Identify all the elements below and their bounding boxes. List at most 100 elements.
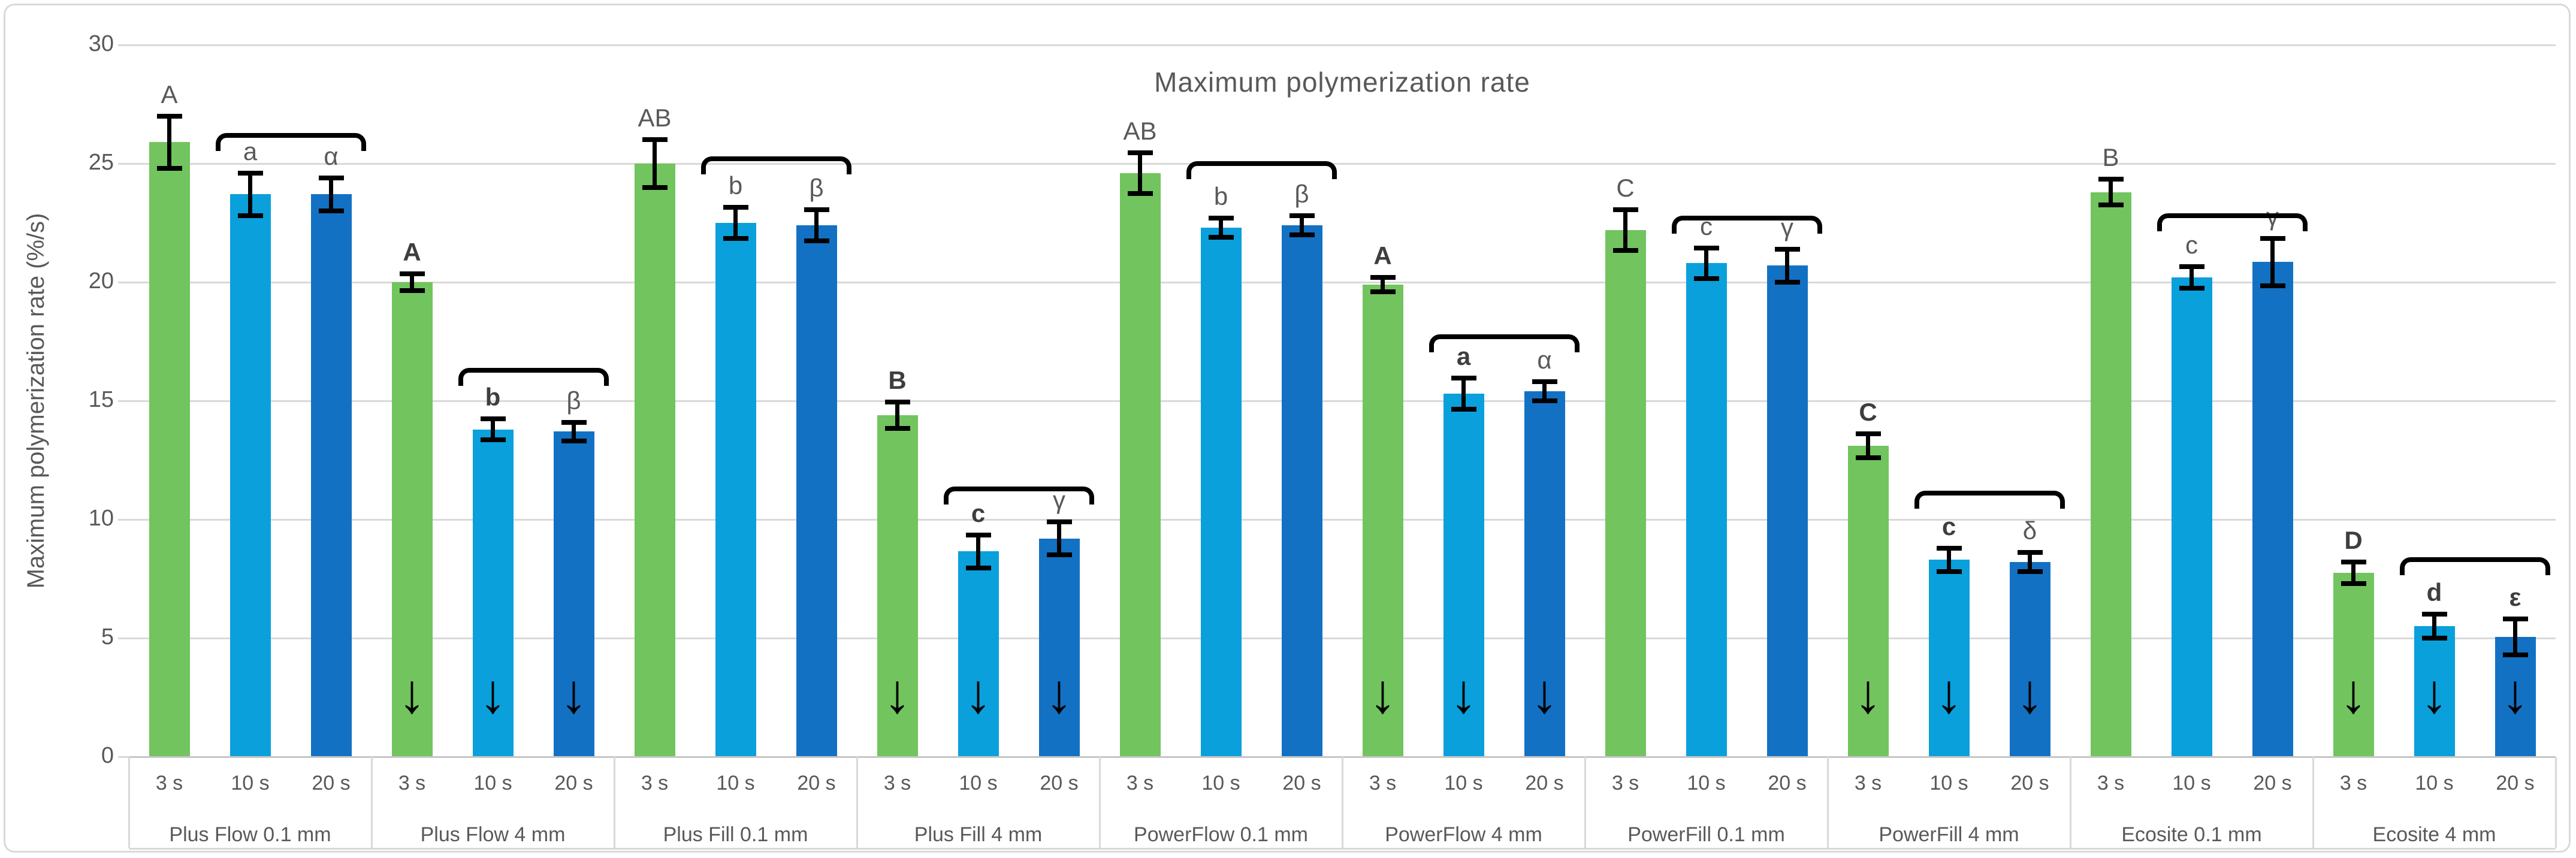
bar bbox=[1362, 284, 1403, 757]
category-divider bbox=[370, 757, 373, 848]
error-bar-cap bbox=[1936, 569, 1962, 575]
error-bar-cap bbox=[965, 532, 991, 537]
error-bar bbox=[2109, 179, 2113, 206]
error-bar-cap bbox=[2502, 652, 2528, 657]
gridline bbox=[129, 400, 2556, 402]
bar bbox=[1928, 560, 1970, 757]
group-label: Plus Fill 0.1 mm bbox=[663, 823, 808, 846]
x-tick-label: 3 s bbox=[1369, 772, 1397, 794]
error-bar bbox=[1300, 216, 1304, 235]
x-tick-label: 20 s bbox=[2496, 772, 2535, 794]
x-tick-label: 3 s bbox=[2097, 772, 2125, 794]
error-bar-cap bbox=[1451, 406, 1476, 412]
error-bar bbox=[1704, 247, 1708, 279]
significance-letter: D bbox=[2344, 526, 2363, 555]
category-divider bbox=[1098, 757, 1101, 848]
error-bar bbox=[2190, 267, 2194, 288]
category-divider bbox=[2069, 757, 2071, 848]
significance-letter: c bbox=[1941, 512, 1956, 540]
significance-letter: A bbox=[403, 238, 421, 267]
down-arrow-icon: ↓ bbox=[2339, 663, 2367, 725]
error-bar-cap bbox=[1693, 276, 1719, 282]
error-bar bbox=[1219, 218, 1223, 237]
x-tick-label: 10 s bbox=[231, 772, 270, 794]
group-label: Plus Flow 0.1 mm bbox=[169, 823, 331, 846]
gridline bbox=[129, 518, 2556, 521]
down-arrow-icon: ↓ bbox=[2501, 663, 2529, 725]
gridline bbox=[129, 162, 2556, 165]
x-tick-label: 10 s bbox=[1929, 772, 1968, 794]
error-bar-cap bbox=[1208, 216, 1234, 221]
significance-letter: A bbox=[161, 80, 178, 108]
x-tick-label: 10 s bbox=[1687, 772, 1726, 794]
error-bar-cap bbox=[884, 399, 910, 404]
error-bar-cap bbox=[1936, 545, 1962, 551]
error-bar-cap bbox=[2260, 283, 2285, 288]
x-tick-label: 20 s bbox=[1282, 772, 1321, 794]
significance-letter: AB bbox=[638, 104, 672, 132]
error-bar-cap bbox=[2098, 203, 2124, 208]
error-bar bbox=[248, 173, 252, 216]
error-bar-cap bbox=[1046, 519, 1072, 524]
error-bar-cap bbox=[1612, 247, 1638, 253]
x-tick-label: 10 s bbox=[1444, 772, 1483, 794]
x-tick-label: 3 s bbox=[641, 772, 669, 794]
error-bar bbox=[329, 177, 333, 212]
x-tick-label: 3 s bbox=[155, 772, 183, 794]
error-bar-cap bbox=[2260, 235, 2285, 241]
error-bar-cap bbox=[2179, 285, 2204, 291]
error-bar-cap bbox=[884, 425, 910, 431]
error-bar bbox=[1623, 210, 1627, 250]
error-bar-cap bbox=[1208, 234, 1234, 240]
y-tick-mark bbox=[118, 518, 129, 521]
bar bbox=[2252, 262, 2293, 757]
error-bar-cap bbox=[1127, 191, 1153, 196]
y-tick-label: 25 bbox=[88, 150, 114, 175]
down-arrow-icon: ↓ bbox=[1935, 663, 1963, 725]
significance-letter: C bbox=[1859, 398, 1877, 427]
error-bar bbox=[410, 274, 414, 291]
significance-letter: a bbox=[1456, 342, 1471, 371]
significance-bracket bbox=[1186, 161, 1337, 180]
error-bar-cap bbox=[2502, 617, 2528, 622]
significance-letter: γ bbox=[1053, 485, 1065, 514]
group-label: PowerFlow 4 mm bbox=[1385, 823, 1542, 846]
y-tick-mark bbox=[118, 637, 129, 639]
significance-letter: c bbox=[971, 499, 986, 527]
down-arrow-icon: ↓ bbox=[560, 663, 588, 725]
error-bar-cap bbox=[480, 416, 506, 421]
error-bar-cap bbox=[156, 165, 182, 171]
significance-letter: c bbox=[2185, 231, 2198, 259]
error-bar-cap bbox=[1855, 431, 1881, 437]
error-bar-cap bbox=[723, 205, 748, 210]
error-bar bbox=[2270, 238, 2275, 286]
error-bar-cap bbox=[318, 209, 344, 214]
error-bar-cap bbox=[2341, 560, 2366, 565]
error-bar-cap bbox=[1289, 232, 1315, 237]
gridline bbox=[129, 281, 2556, 283]
error-bar-cap bbox=[399, 288, 425, 293]
bar bbox=[1524, 391, 1565, 757]
error-bar bbox=[1866, 434, 1870, 458]
significance-letter: B bbox=[2102, 143, 2119, 171]
y-tick-label: 20 bbox=[88, 268, 114, 294]
bar bbox=[715, 223, 756, 757]
error-bar-cap bbox=[2098, 176, 2124, 182]
bar bbox=[391, 282, 433, 757]
group-label: Plus Flow 4 mm bbox=[420, 823, 566, 846]
error-bar-cap bbox=[1532, 379, 1557, 385]
error-bar-cap bbox=[2421, 612, 2447, 617]
error-bar-cap bbox=[237, 213, 263, 219]
significance-letter: A bbox=[1373, 241, 1392, 270]
x-tick-label: 20 s bbox=[2253, 772, 2292, 794]
group-label: Ecosite 0.1 mm bbox=[2121, 823, 2262, 846]
down-arrow-icon: ↓ bbox=[1854, 663, 1882, 725]
x-tick-label: 10 s bbox=[1201, 772, 1240, 794]
error-bar-cap bbox=[1127, 150, 1153, 156]
y-tick-label: 30 bbox=[88, 31, 114, 56]
category-divider bbox=[1826, 757, 1829, 848]
error-bar bbox=[1381, 277, 1385, 292]
error-bar-cap bbox=[642, 185, 668, 190]
bar bbox=[2090, 192, 2131, 757]
bar bbox=[958, 551, 999, 757]
